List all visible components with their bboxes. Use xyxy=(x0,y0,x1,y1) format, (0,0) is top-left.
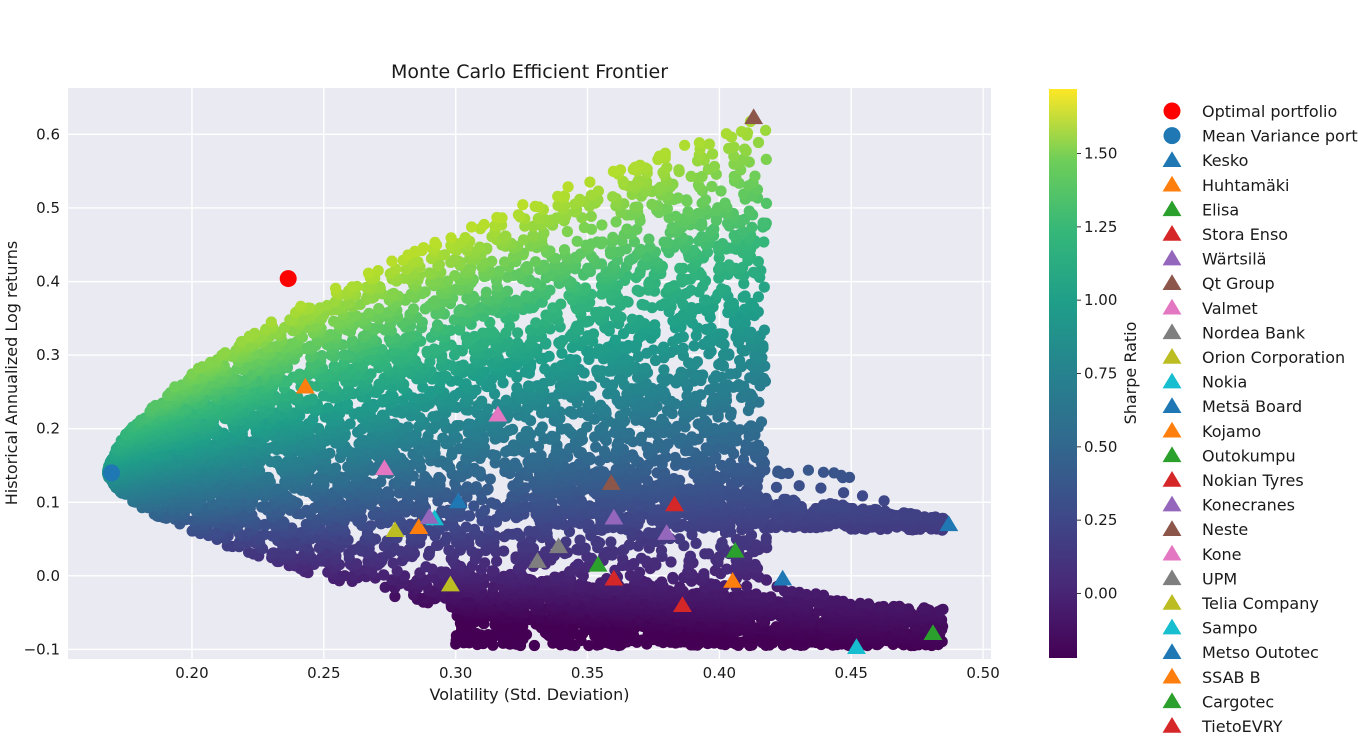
portfolio-point xyxy=(243,546,255,558)
portfolio-point xyxy=(854,597,866,610)
portfolio-point xyxy=(856,490,869,502)
portfolio-point xyxy=(878,495,890,507)
portfolio-point xyxy=(710,370,722,382)
portfolio-point xyxy=(378,569,390,581)
portfolio-point xyxy=(420,561,432,573)
portfolio-point xyxy=(643,527,655,539)
portfolio-point xyxy=(838,487,850,499)
portfolio-point xyxy=(511,382,523,394)
portfolio-point xyxy=(522,380,535,392)
portfolio-point xyxy=(344,418,356,430)
portfolio-point xyxy=(511,527,524,540)
portfolio-point xyxy=(755,416,768,428)
portfolio-point xyxy=(869,503,881,516)
portfolio-point xyxy=(686,431,698,443)
portfolio-point xyxy=(656,576,668,588)
portfolio-point xyxy=(482,483,494,495)
portfolio-point xyxy=(772,465,784,477)
portfolio-point xyxy=(725,420,737,433)
portfolio-point xyxy=(699,548,711,560)
portfolio-point xyxy=(509,457,521,469)
portfolio-point xyxy=(523,525,535,537)
portfolio-point xyxy=(546,430,558,442)
portfolio-point xyxy=(427,411,439,423)
portfolio-point xyxy=(718,348,730,361)
portfolio-point xyxy=(733,379,745,391)
portfolio-point xyxy=(815,482,827,494)
portfolio-point xyxy=(433,471,445,484)
portfolio-point xyxy=(500,394,512,406)
portfolio-point xyxy=(741,580,753,592)
portfolio-point xyxy=(828,467,840,479)
portfolio-point xyxy=(918,602,930,614)
portfolio-point xyxy=(461,437,473,449)
portfolio-point xyxy=(564,406,576,418)
simulated-portfolios xyxy=(102,115,949,652)
portfolio-point xyxy=(810,588,822,600)
portfolio-point xyxy=(499,457,511,469)
portfolio-point xyxy=(591,364,603,376)
portfolio-point xyxy=(857,503,869,515)
portfolio-point xyxy=(893,600,906,612)
portfolio-point xyxy=(831,595,843,607)
portfolio-point xyxy=(817,466,830,478)
portfolio-point xyxy=(658,364,670,376)
portfolio-point xyxy=(793,480,805,492)
portfolio-point xyxy=(451,420,463,432)
portfolio-point xyxy=(752,439,765,451)
portfolio-point xyxy=(824,498,836,510)
portfolio-point xyxy=(929,511,942,523)
portfolio-point xyxy=(572,558,584,570)
portfolio-point xyxy=(528,639,541,652)
portfolio-point xyxy=(937,603,949,615)
portfolio-point xyxy=(878,600,890,613)
portfolio-point xyxy=(635,552,648,564)
portfolio-point xyxy=(476,395,488,407)
portfolio-point xyxy=(520,425,532,438)
portfolio-point xyxy=(590,441,602,453)
portfolio-point xyxy=(574,534,586,546)
portfolio-point xyxy=(485,497,498,509)
portfolio-point xyxy=(684,550,697,562)
chart-title: Monte Carlo Efficient Frontier xyxy=(391,61,668,83)
portfolio-point xyxy=(259,529,271,541)
portfolio-point xyxy=(716,537,728,549)
portfolio-point xyxy=(595,399,607,411)
portfolio-point xyxy=(506,423,519,435)
portfolio-point xyxy=(734,354,746,367)
portfolio-point xyxy=(760,532,772,544)
portfolio-point xyxy=(816,617,829,629)
portfolio-point xyxy=(591,466,603,478)
portfolio-point xyxy=(437,432,449,444)
portfolio-point xyxy=(770,481,783,493)
portfolio-point xyxy=(765,591,777,603)
portfolio-point xyxy=(498,545,510,557)
portfolio-point xyxy=(460,521,472,533)
portfolio-point xyxy=(667,571,679,584)
portfolio-point xyxy=(698,568,710,580)
portfolio-point xyxy=(605,536,617,548)
portfolio-point xyxy=(802,464,815,476)
portfolio-point xyxy=(745,420,757,432)
portfolio-point xyxy=(898,507,910,519)
portfolio-point xyxy=(461,481,473,493)
portfolio-point xyxy=(750,588,762,600)
portfolio-point xyxy=(778,493,790,505)
portfolio-point xyxy=(675,366,687,378)
portfolio-point xyxy=(536,421,548,433)
